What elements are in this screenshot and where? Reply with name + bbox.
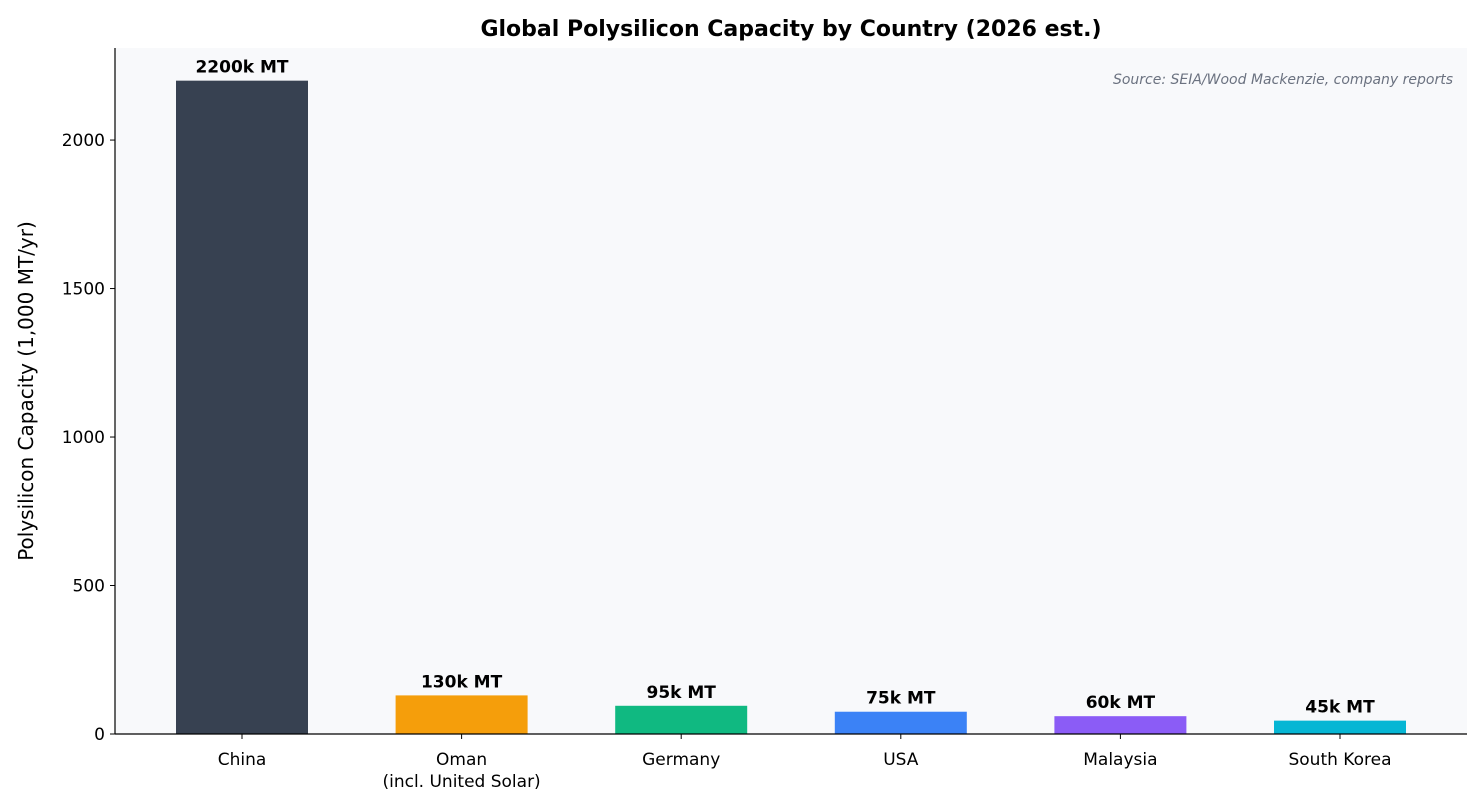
- y-tick-label: 1500: [62, 280, 105, 300]
- y-tick-label: 2000: [62, 131, 105, 151]
- y-tick-label: 0: [94, 725, 105, 745]
- plot-area: [115, 48, 1467, 734]
- y-axis-label: Polysilicon Capacity (1,000 MT/yr): [14, 221, 38, 561]
- bar-5: [1274, 720, 1406, 734]
- data-label: 95k MT: [646, 683, 716, 703]
- data-label: 75k MT: [866, 689, 936, 709]
- bar-1: [395, 695, 528, 734]
- y-tick-label: 500: [73, 577, 105, 597]
- x-tick-label: South Korea: [1288, 750, 1391, 770]
- x-tick-label: Malaysia: [1083, 750, 1157, 770]
- x-tick-label: Oman: [436, 750, 487, 770]
- bar-3: [834, 711, 967, 734]
- data-label: 2200k MT: [195, 58, 288, 78]
- source-annotation: Source: SEIA/Wood Mackenzie, company rep…: [1113, 72, 1453, 88]
- bar-0: [176, 80, 308, 734]
- x-tick-label: USA: [883, 750, 919, 770]
- bar-4: [1054, 716, 1187, 734]
- chart-title: Global Polysilicon Capacity by Country (…: [480, 17, 1101, 42]
- x-tick-label: (incl. United Solar): [382, 772, 540, 792]
- x-tick-label: Germany: [642, 750, 720, 770]
- bar-2: [615, 705, 748, 734]
- data-label: 45k MT: [1305, 698, 1375, 718]
- x-tick-label: China: [218, 750, 267, 770]
- data-label: 60k MT: [1086, 693, 1156, 713]
- y-tick-label: 1000: [62, 428, 105, 448]
- data-label: 130k MT: [421, 672, 503, 692]
